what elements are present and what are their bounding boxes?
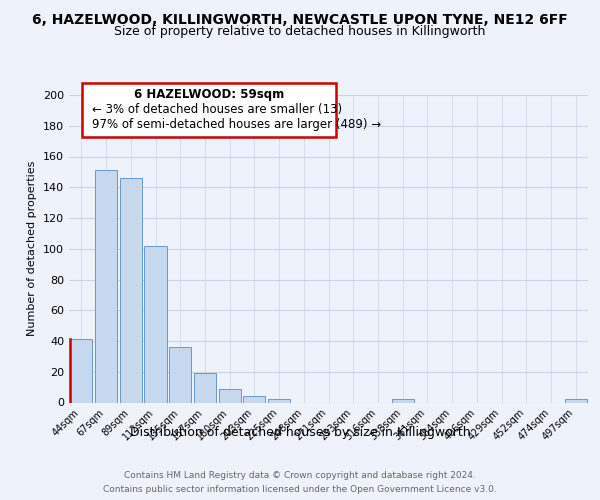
Bar (392, 400, 414, 402)
Bar (95, 170, 117, 402)
Text: Contains HM Land Registry data © Crown copyright and database right 2024.: Contains HM Land Registry data © Crown c… (124, 472, 476, 480)
Text: Size of property relative to detached houses in Killingworth: Size of property relative to detached ho… (115, 25, 485, 38)
Bar (268, 400, 290, 402)
Bar (194, 374, 216, 402)
Bar (119, 178, 142, 402)
Y-axis label: Number of detached properties: Number of detached properties (28, 161, 37, 336)
Bar (218, 388, 241, 402)
Bar (565, 400, 587, 402)
Text: 6 HAZELWOOD: 59sqm: 6 HAZELWOOD: 59sqm (134, 88, 284, 101)
Bar (70, 340, 92, 402)
Bar (169, 347, 191, 403)
Bar (243, 396, 265, 402)
Text: Contains public sector information licensed under the Open Government Licence v3: Contains public sector information licen… (103, 484, 497, 494)
FancyBboxPatch shape (82, 82, 336, 136)
Text: 6, HAZELWOOD, KILLINGWORTH, NEWCASTLE UPON TYNE, NE12 6FF: 6, HAZELWOOD, KILLINGWORTH, NEWCASTLE UP… (32, 12, 568, 26)
Text: 97% of semi-detached houses are larger (489) →: 97% of semi-detached houses are larger (… (92, 118, 382, 131)
Bar (145, 246, 167, 402)
Text: Distribution of detached houses by size in Killingworth: Distribution of detached houses by size … (130, 426, 470, 439)
Text: ← 3% of detached houses are smaller (13): ← 3% of detached houses are smaller (13) (92, 103, 343, 116)
